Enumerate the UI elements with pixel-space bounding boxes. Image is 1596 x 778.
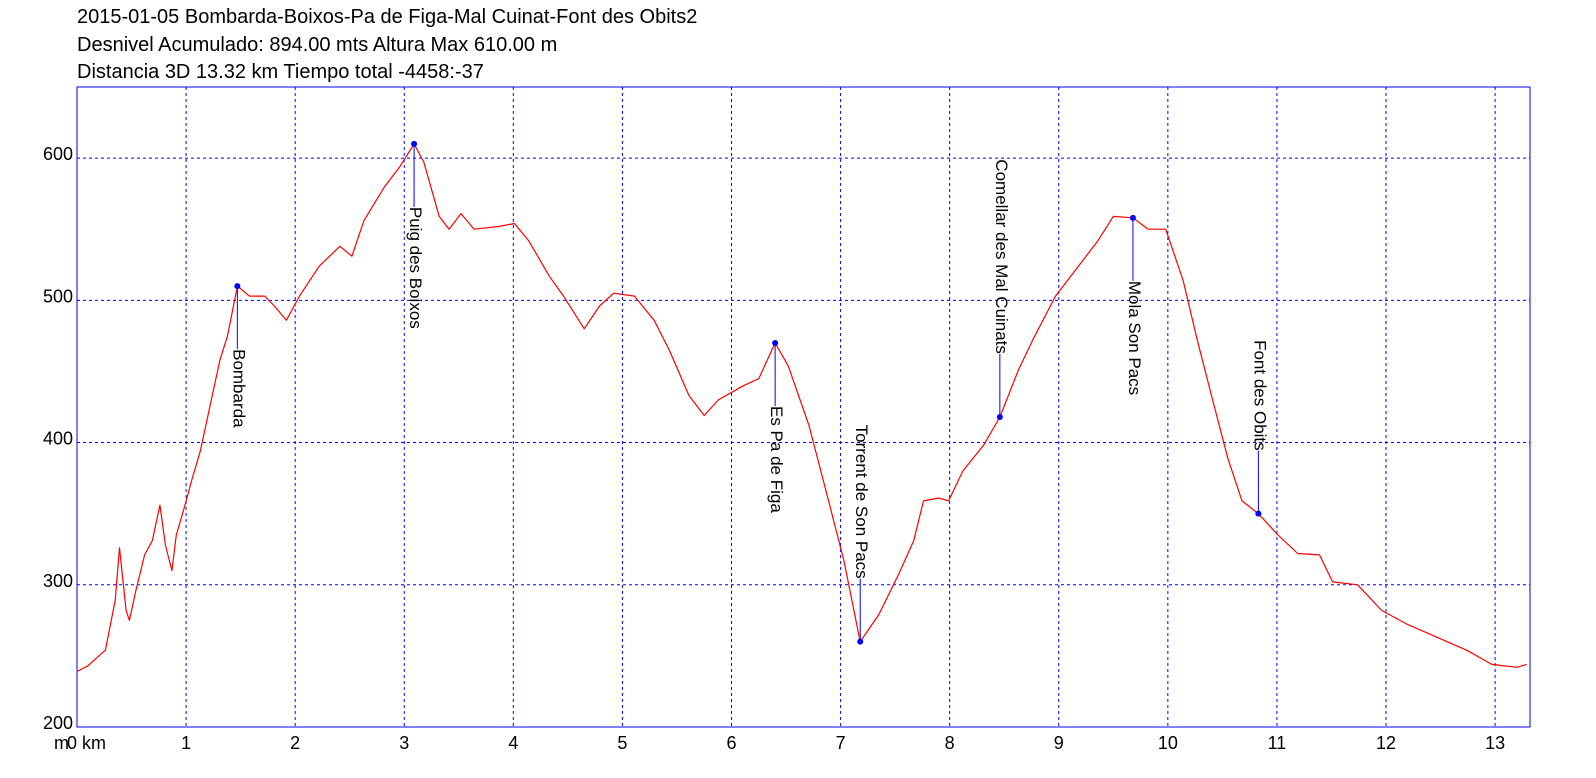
- waypoint: [411, 140, 418, 147]
- x-tick-label: 13: [1485, 733, 1505, 753]
- title-line: Distancia 3D 13.32 km Tiempo total -4458…: [77, 61, 484, 83]
- x-tick-label: 9: [1054, 733, 1064, 753]
- y-axis-label: m: [54, 733, 69, 753]
- waypoint-label: Font des Obits: [1250, 340, 1269, 451]
- waypoint: [996, 413, 1003, 420]
- waypoint: [1129, 214, 1136, 221]
- waypoint-label: Bombarda: [229, 349, 248, 428]
- waypoint: [234, 283, 241, 290]
- waypoint: [772, 340, 779, 346]
- waypoint-label: Puig des Boixos: [406, 207, 425, 329]
- y-tick-label: 200: [43, 713, 73, 733]
- waypoint: [857, 638, 864, 645]
- x-tick-label: 5: [617, 733, 627, 753]
- waypoint: [1255, 510, 1262, 517]
- x-tick-label: 12: [1376, 733, 1396, 753]
- y-tick-label: 300: [43, 571, 73, 591]
- x-tick-label: 10: [1158, 733, 1178, 753]
- title-line: 2015-01-05 Bombarda-Boixos-Pa de Figa-Ma…: [77, 6, 697, 28]
- x-tick-label: 6: [726, 733, 736, 753]
- x-tick-label: 4: [508, 733, 518, 753]
- waypoint-label: Mola Son Pacs: [1125, 281, 1144, 395]
- x-tick-label: 11: [1268, 733, 1287, 753]
- x-tick-label: 7: [836, 733, 846, 753]
- x-tick-label: 8: [945, 733, 955, 753]
- x-tick-label: 1: [181, 733, 191, 753]
- y-tick-label: 600: [43, 144, 73, 164]
- y-tick-label: 500: [43, 286, 73, 306]
- elevation-line: [76, 143, 1527, 673]
- waypoint-label: Comellar des Mal Cuinats: [992, 159, 1011, 354]
- x-tick-label: 2: [290, 733, 300, 753]
- y-tick-label: 400: [43, 429, 73, 449]
- x-tick-label: 0 km: [67, 733, 106, 753]
- waypoint-label: Es Pa de Figa: [767, 406, 786, 513]
- plot-frame: [76, 86, 1531, 728]
- x-tick-label: 3: [399, 733, 409, 753]
- title-line: Desnivel Acumulado: 894.00 mts Altura Ma…: [77, 34, 557, 56]
- waypoint-label: Torrent de Son Pacs: [852, 425, 871, 579]
